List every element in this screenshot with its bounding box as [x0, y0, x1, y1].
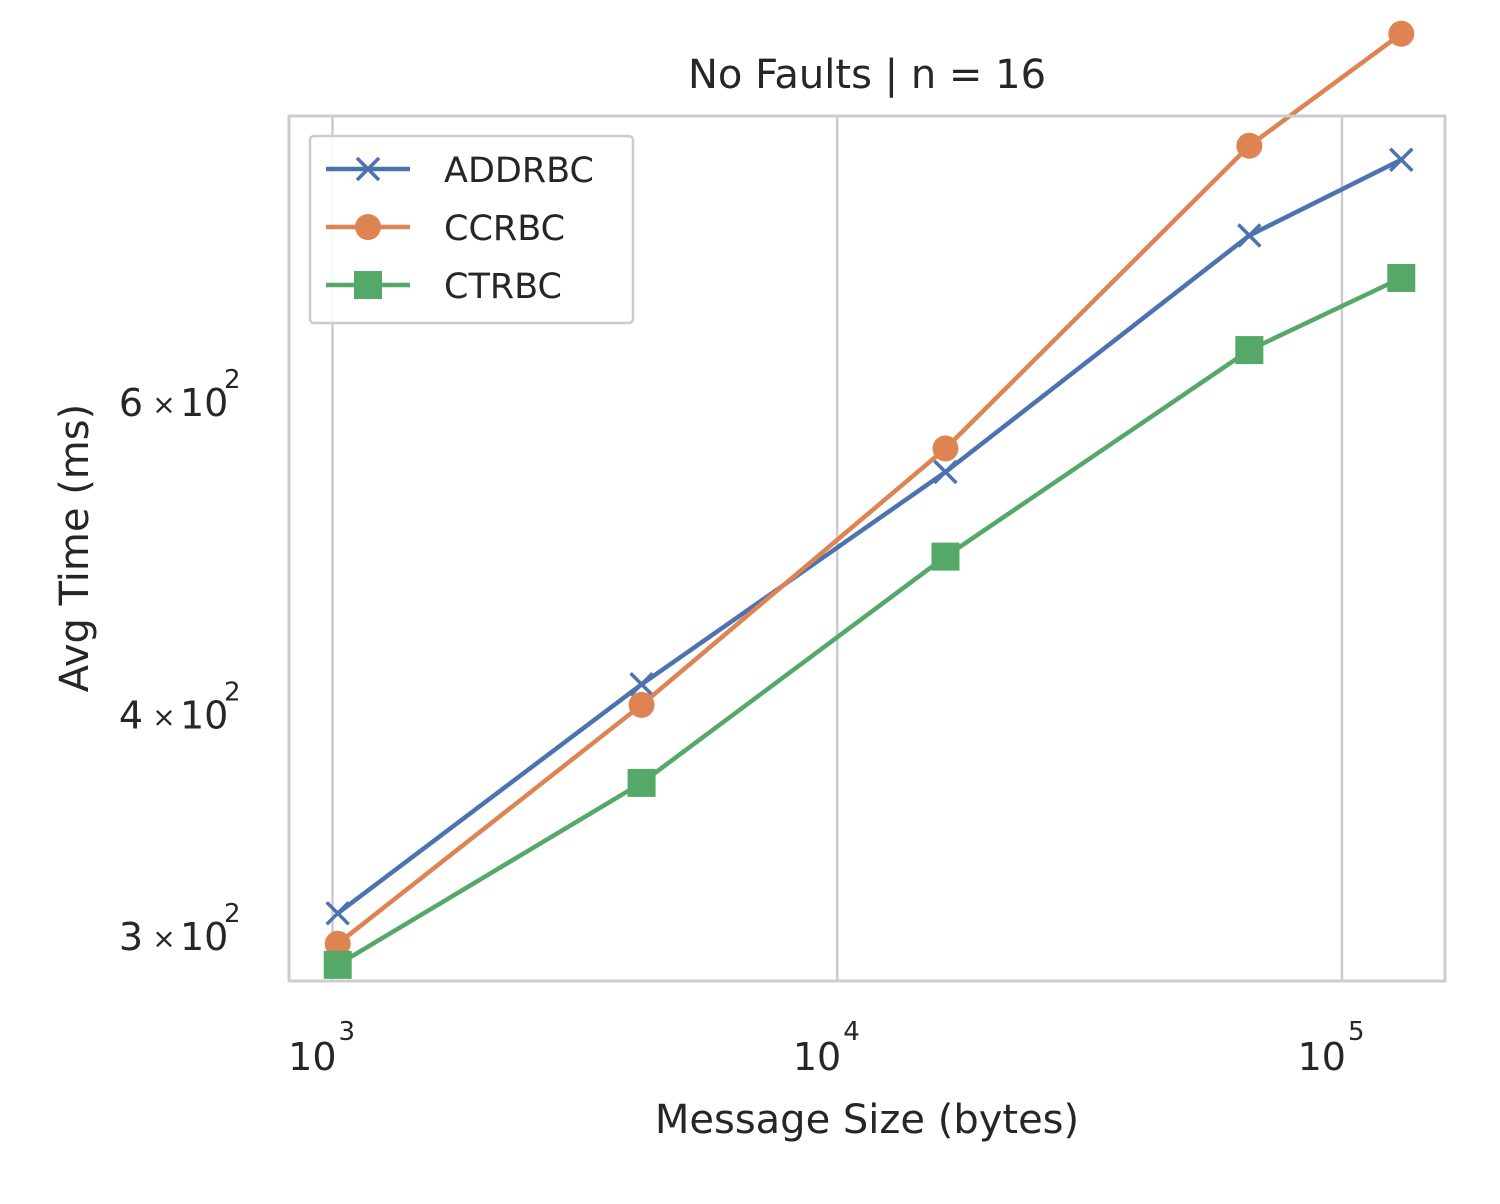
legend-item-addrbc: ADDRBC — [326, 151, 594, 191]
data-point-ccrbc — [1236, 132, 1263, 159]
y-tick-label: 4 × 102 — [119, 677, 241, 737]
legend-box — [308, 134, 635, 325]
data-point-ctrbc — [931, 542, 960, 571]
y-axis-label: Avg Time (ms) — [52, 404, 98, 692]
data-point-ccrbc — [1388, 20, 1415, 47]
y-tick-times: × — [152, 922, 175, 955]
data-point-ctrbc — [627, 768, 656, 797]
data-point-addrbc — [325, 901, 350, 926]
legend-label-ccrbc: CCRBC — [444, 209, 565, 249]
data-point-ctrbc — [1235, 336, 1264, 365]
legend-marker-ctrbc — [354, 271, 382, 299]
y-tick-mantissa: 6 — [119, 381, 143, 425]
series-ctrbc — [323, 263, 1416, 979]
data-point-addrbc — [629, 672, 654, 697]
x-tick-label: 105 — [1298, 1017, 1365, 1079]
y-tick-label: 3 × 102 — [119, 899, 241, 959]
chart-title: No Faults | n = 16 — [688, 52, 1046, 98]
data-point-ctrbc — [1387, 263, 1416, 292]
x-tick-base: 10 — [288, 1035, 336, 1079]
legend: ADDRBC CCRBC CTRBC — [308, 134, 635, 325]
y-tick-exponent: 2 — [224, 677, 241, 707]
x-tick-base: 10 — [793, 1035, 841, 1079]
data-point-ccrbc — [324, 930, 351, 957]
y-tick-label: 6 × 102 — [119, 365, 241, 425]
series-addrbc — [325, 147, 1414, 926]
series-lines — [323, 20, 1416, 979]
x-tick-exponent: 3 — [339, 1017, 356, 1047]
y-tick-times: × — [152, 700, 175, 733]
legend-label-addrbc: ADDRBC — [444, 151, 594, 191]
legend-label-ctrbc: CTRBC — [444, 267, 562, 307]
y-tick-mantissa: 3 — [119, 915, 143, 959]
y-tick-exponent: 2 — [224, 365, 241, 395]
x-tick-base: 10 — [1298, 1035, 1346, 1079]
x-tick-exponent: 4 — [843, 1017, 860, 1047]
data-point-ccrbc — [628, 691, 655, 718]
data-point-ctrbc — [323, 950, 352, 979]
data-point-addrbc — [1237, 223, 1262, 248]
y-tick-base: 10 — [180, 915, 228, 959]
x-tick-label: 103 — [288, 1017, 355, 1079]
y-tick-mantissa: 4 — [119, 693, 143, 737]
x-tick-label: 104 — [793, 1017, 860, 1079]
series-ccrbc — [324, 20, 1415, 957]
series-line-ctrbc — [335, 275, 1404, 968]
y-tick-exponent: 2 — [224, 899, 241, 929]
data-point-addrbc — [1389, 147, 1414, 172]
legend-item-ctrbc: CTRBC — [326, 267, 562, 307]
legend-marker-ccrbc — [355, 214, 381, 240]
legend-item-ccrbc: CCRBC — [326, 209, 565, 249]
data-point-ccrbc — [932, 435, 959, 462]
legend-marker-addrbc — [355, 156, 381, 182]
y-tick-times: × — [152, 388, 175, 421]
x-tick-exponent: 5 — [1348, 1017, 1365, 1047]
y-tick-base: 10 — [180, 693, 228, 737]
y-tick-base: 10 — [180, 381, 228, 425]
plot-frame — [287, 114, 1447, 983]
data-point-addrbc — [933, 459, 958, 485]
x-axis-label: Message Size (bytes) — [655, 1097, 1079, 1143]
